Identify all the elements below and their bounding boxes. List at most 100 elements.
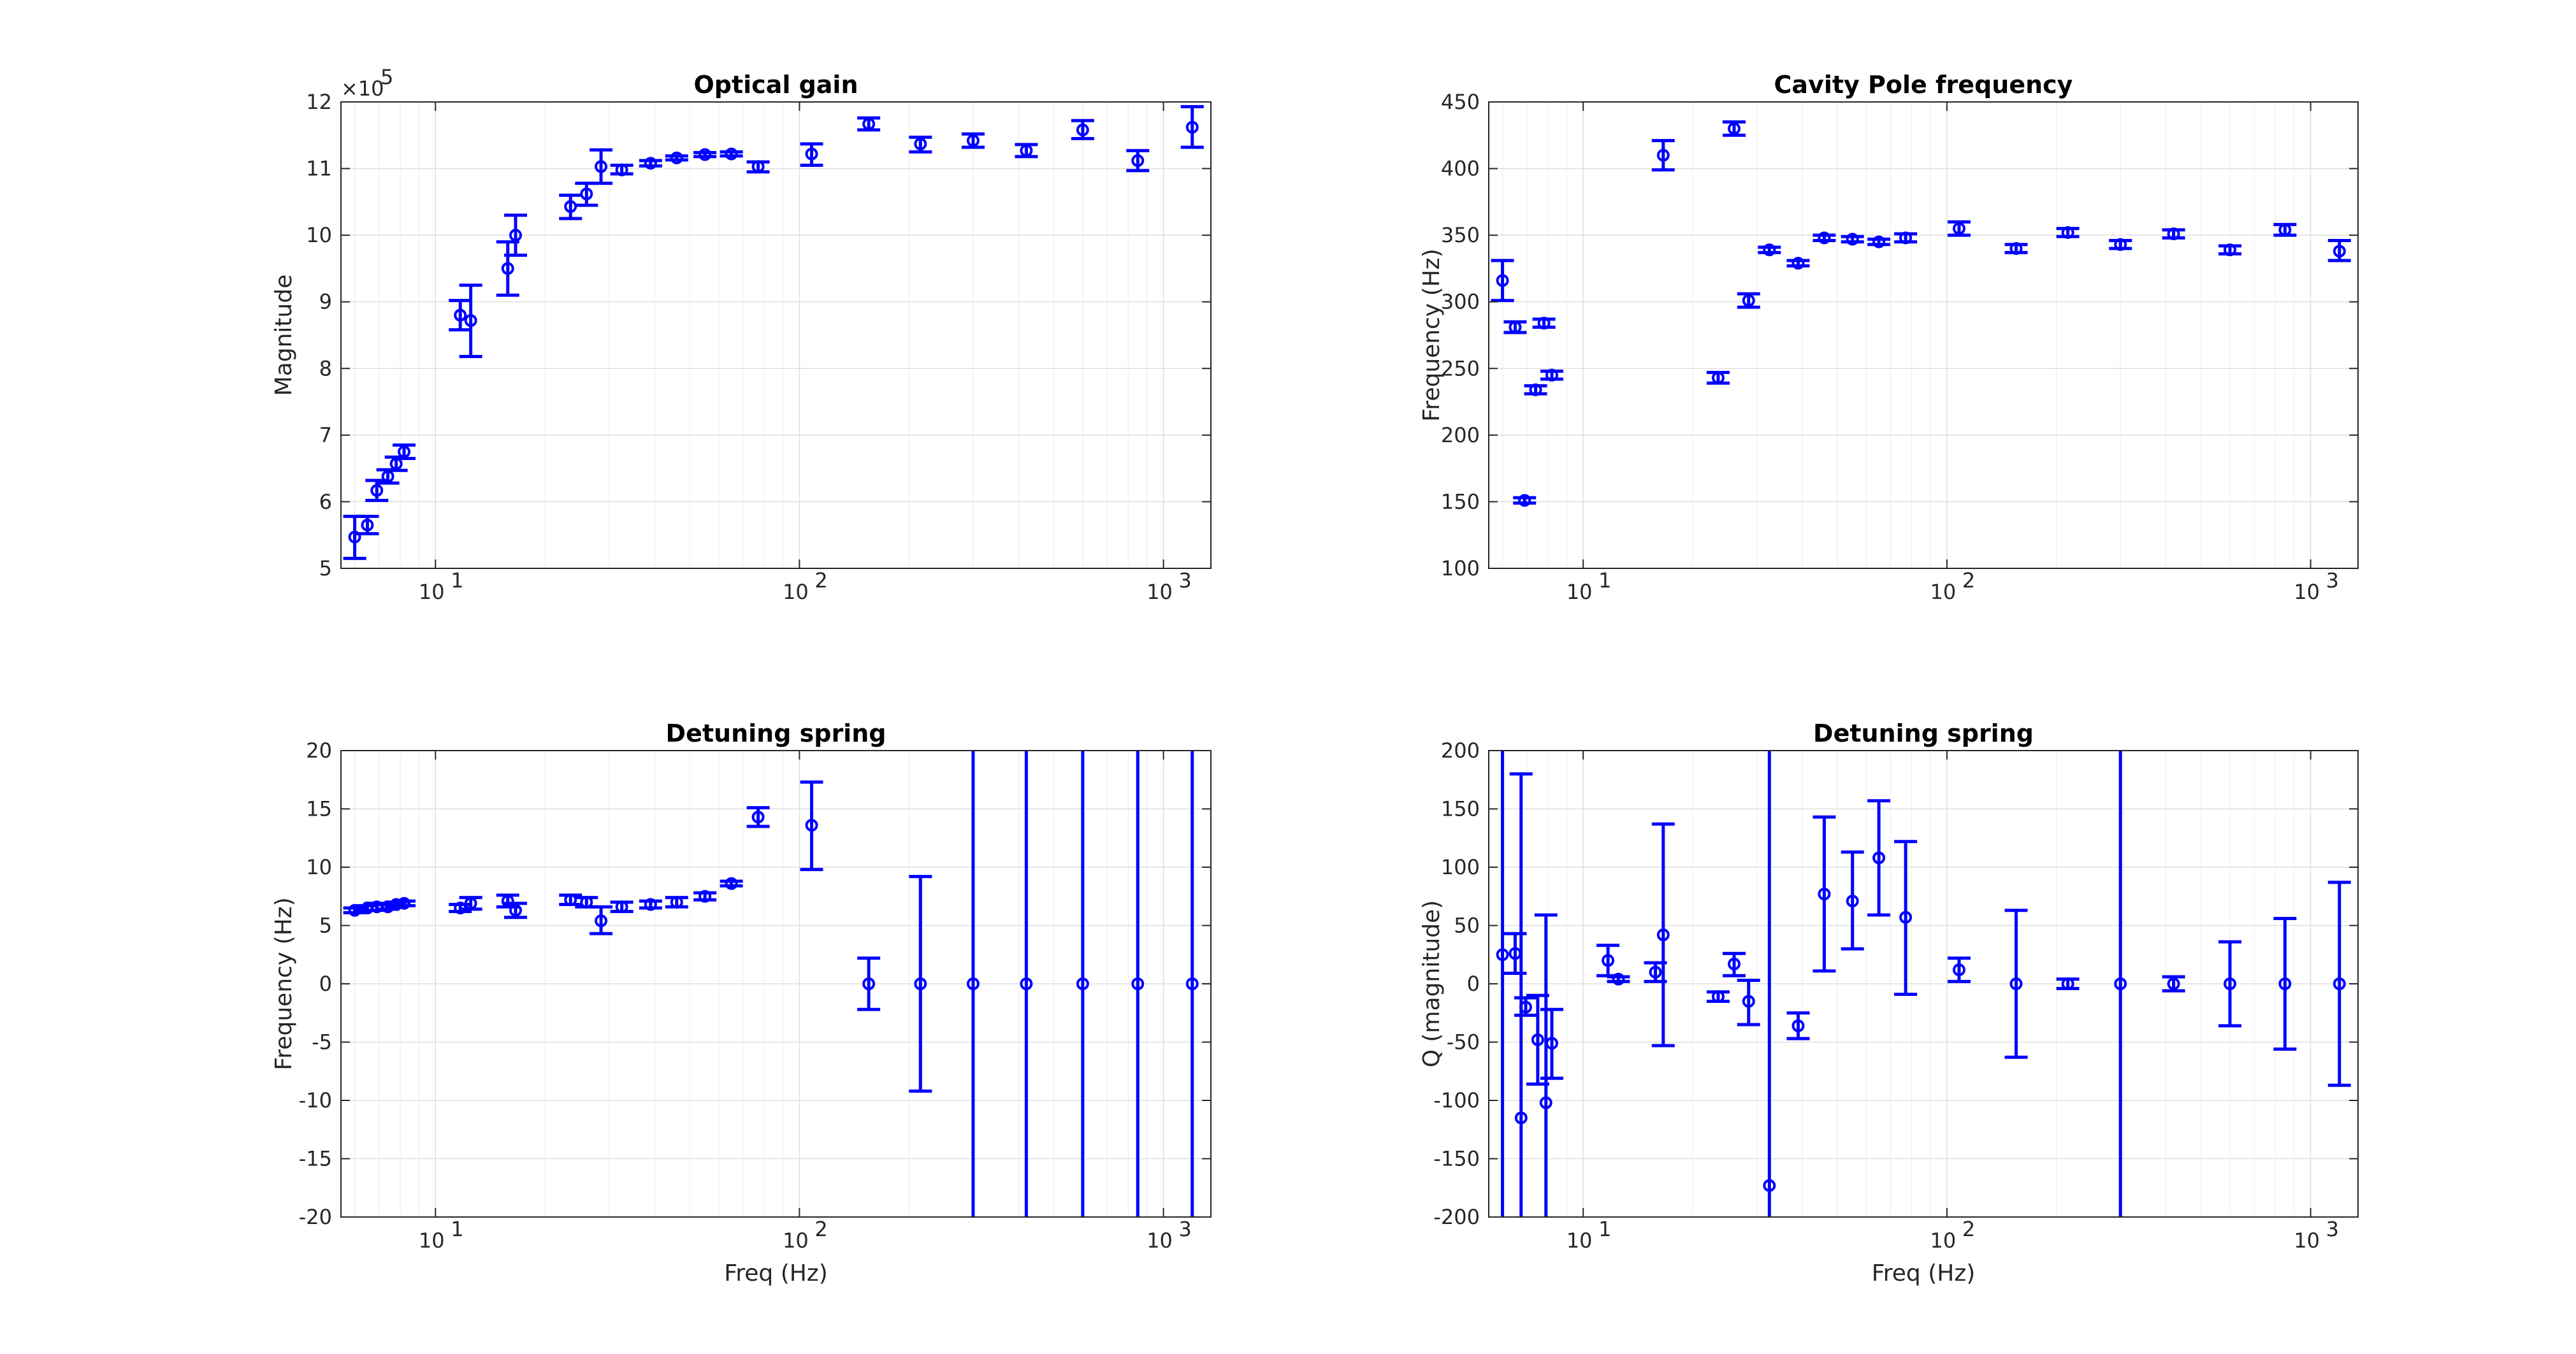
error-bar <box>1514 996 1537 1017</box>
error-bar <box>2327 881 2351 1087</box>
data-point <box>615 900 628 914</box>
data-point <box>1514 1111 1528 1125</box>
error-bar <box>1841 233 1864 246</box>
data-point <box>751 810 765 824</box>
y-tick-label: 12 <box>306 90 332 114</box>
error-bar <box>1509 772 1533 1217</box>
data-point <box>1742 294 1755 307</box>
data-point <box>644 898 657 911</box>
x-tick-exponent: 1 <box>451 568 463 593</box>
y-tick-label: 50 <box>1454 914 1480 938</box>
error-bar <box>1841 850 1864 951</box>
error-bar <box>2162 227 2185 241</box>
data-point <box>595 914 608 928</box>
data-point <box>1818 231 1831 245</box>
data-point <box>1537 317 1551 330</box>
error-bar <box>610 900 633 914</box>
error-bar <box>2162 975 2185 993</box>
error-bar <box>1786 257 1810 270</box>
y-axis-label: Frequency (Hz) <box>1419 248 1445 421</box>
y-tick-label: 350 <box>1441 223 1480 247</box>
error-bar <box>1540 1007 1563 1080</box>
y-tick-label: 200 <box>1441 738 1480 763</box>
y-tick-label: 5 <box>319 556 332 580</box>
error-bar <box>2004 909 2028 1059</box>
error-bar <box>693 148 717 161</box>
data-point <box>698 889 712 903</box>
data-point <box>2167 977 2180 990</box>
error-bar <box>1015 143 1038 159</box>
y-exponent-label: ×10 <box>341 76 384 101</box>
x-tick-exponent: 2 <box>814 1217 827 1241</box>
x-tick-label: 10 <box>419 580 445 604</box>
error-bar <box>1503 320 1527 335</box>
error-bar <box>590 148 613 185</box>
data-point <box>1846 233 1859 246</box>
error-bar <box>356 514 379 536</box>
error-bar <box>966 751 980 1217</box>
axes-box <box>1488 101 2359 569</box>
y-tick-label: 20 <box>306 738 332 763</box>
y-tick-label: 0 <box>319 972 332 996</box>
data-point <box>1519 1000 1532 1014</box>
x-tick-label: 10 <box>419 1228 445 1253</box>
minor-grid <box>1501 102 2295 568</box>
data-point <box>1531 1033 1544 1046</box>
error-bar <box>639 157 662 170</box>
x-axis-label: Freq (Hz) <box>724 1260 828 1286</box>
data-point <box>1518 494 1531 507</box>
error-bar <box>1723 120 1746 137</box>
error-bar <box>1947 956 1971 983</box>
error-bar <box>909 135 932 154</box>
error-bar <box>1737 979 1760 1026</box>
data-point <box>1846 895 1859 908</box>
data-point <box>1899 231 1913 245</box>
x-tick-exponent: 2 <box>1962 1217 1975 1241</box>
data-point <box>1602 954 1615 967</box>
error-bar <box>1867 799 1891 917</box>
error-bar <box>1131 751 1145 1217</box>
error-bar <box>393 443 416 460</box>
error-bar <box>559 893 582 907</box>
x-tick-label: 10 <box>1147 1228 1173 1253</box>
axes-box <box>340 101 1212 569</box>
data-point <box>1711 371 1725 384</box>
error-bar <box>2056 226 2080 239</box>
error-bar <box>393 897 416 910</box>
data-point <box>2114 238 2127 251</box>
data-point <box>914 137 927 150</box>
y-tick-label: -15 <box>299 1147 332 1171</box>
data-point <box>564 893 577 907</box>
chart-title: Optical gain <box>693 71 858 99</box>
chart-title: Cavity Pole frequency <box>1774 71 2073 99</box>
data-point <box>2009 242 2023 256</box>
data-point <box>348 530 361 544</box>
data-point <box>725 877 738 890</box>
data-point <box>805 147 818 161</box>
y-tick-label: 6 <box>319 489 332 514</box>
y-tick-label: 200 <box>1441 423 1480 447</box>
data-point <box>725 147 738 161</box>
error-bar <box>693 889 717 903</box>
data-point <box>1539 1096 1552 1109</box>
error-bar <box>1534 913 1558 1217</box>
error-bar <box>909 875 932 1093</box>
error-bar <box>504 902 528 919</box>
y-tick-label: 250 <box>1441 356 1480 380</box>
error-bar <box>800 780 823 872</box>
data-point <box>670 895 683 909</box>
error-bar <box>1496 751 1509 1217</box>
data-point <box>1872 851 1886 865</box>
data-point <box>805 819 818 832</box>
x-tick-label: 10 <box>1567 1228 1593 1253</box>
data-point <box>1728 957 1741 970</box>
data-point <box>2061 226 2074 239</box>
data-point <box>1185 120 1199 134</box>
error-bar <box>1651 139 1675 172</box>
error-bar <box>2273 917 2297 1051</box>
data-point <box>2333 245 2346 258</box>
error-bar <box>1540 368 1563 382</box>
